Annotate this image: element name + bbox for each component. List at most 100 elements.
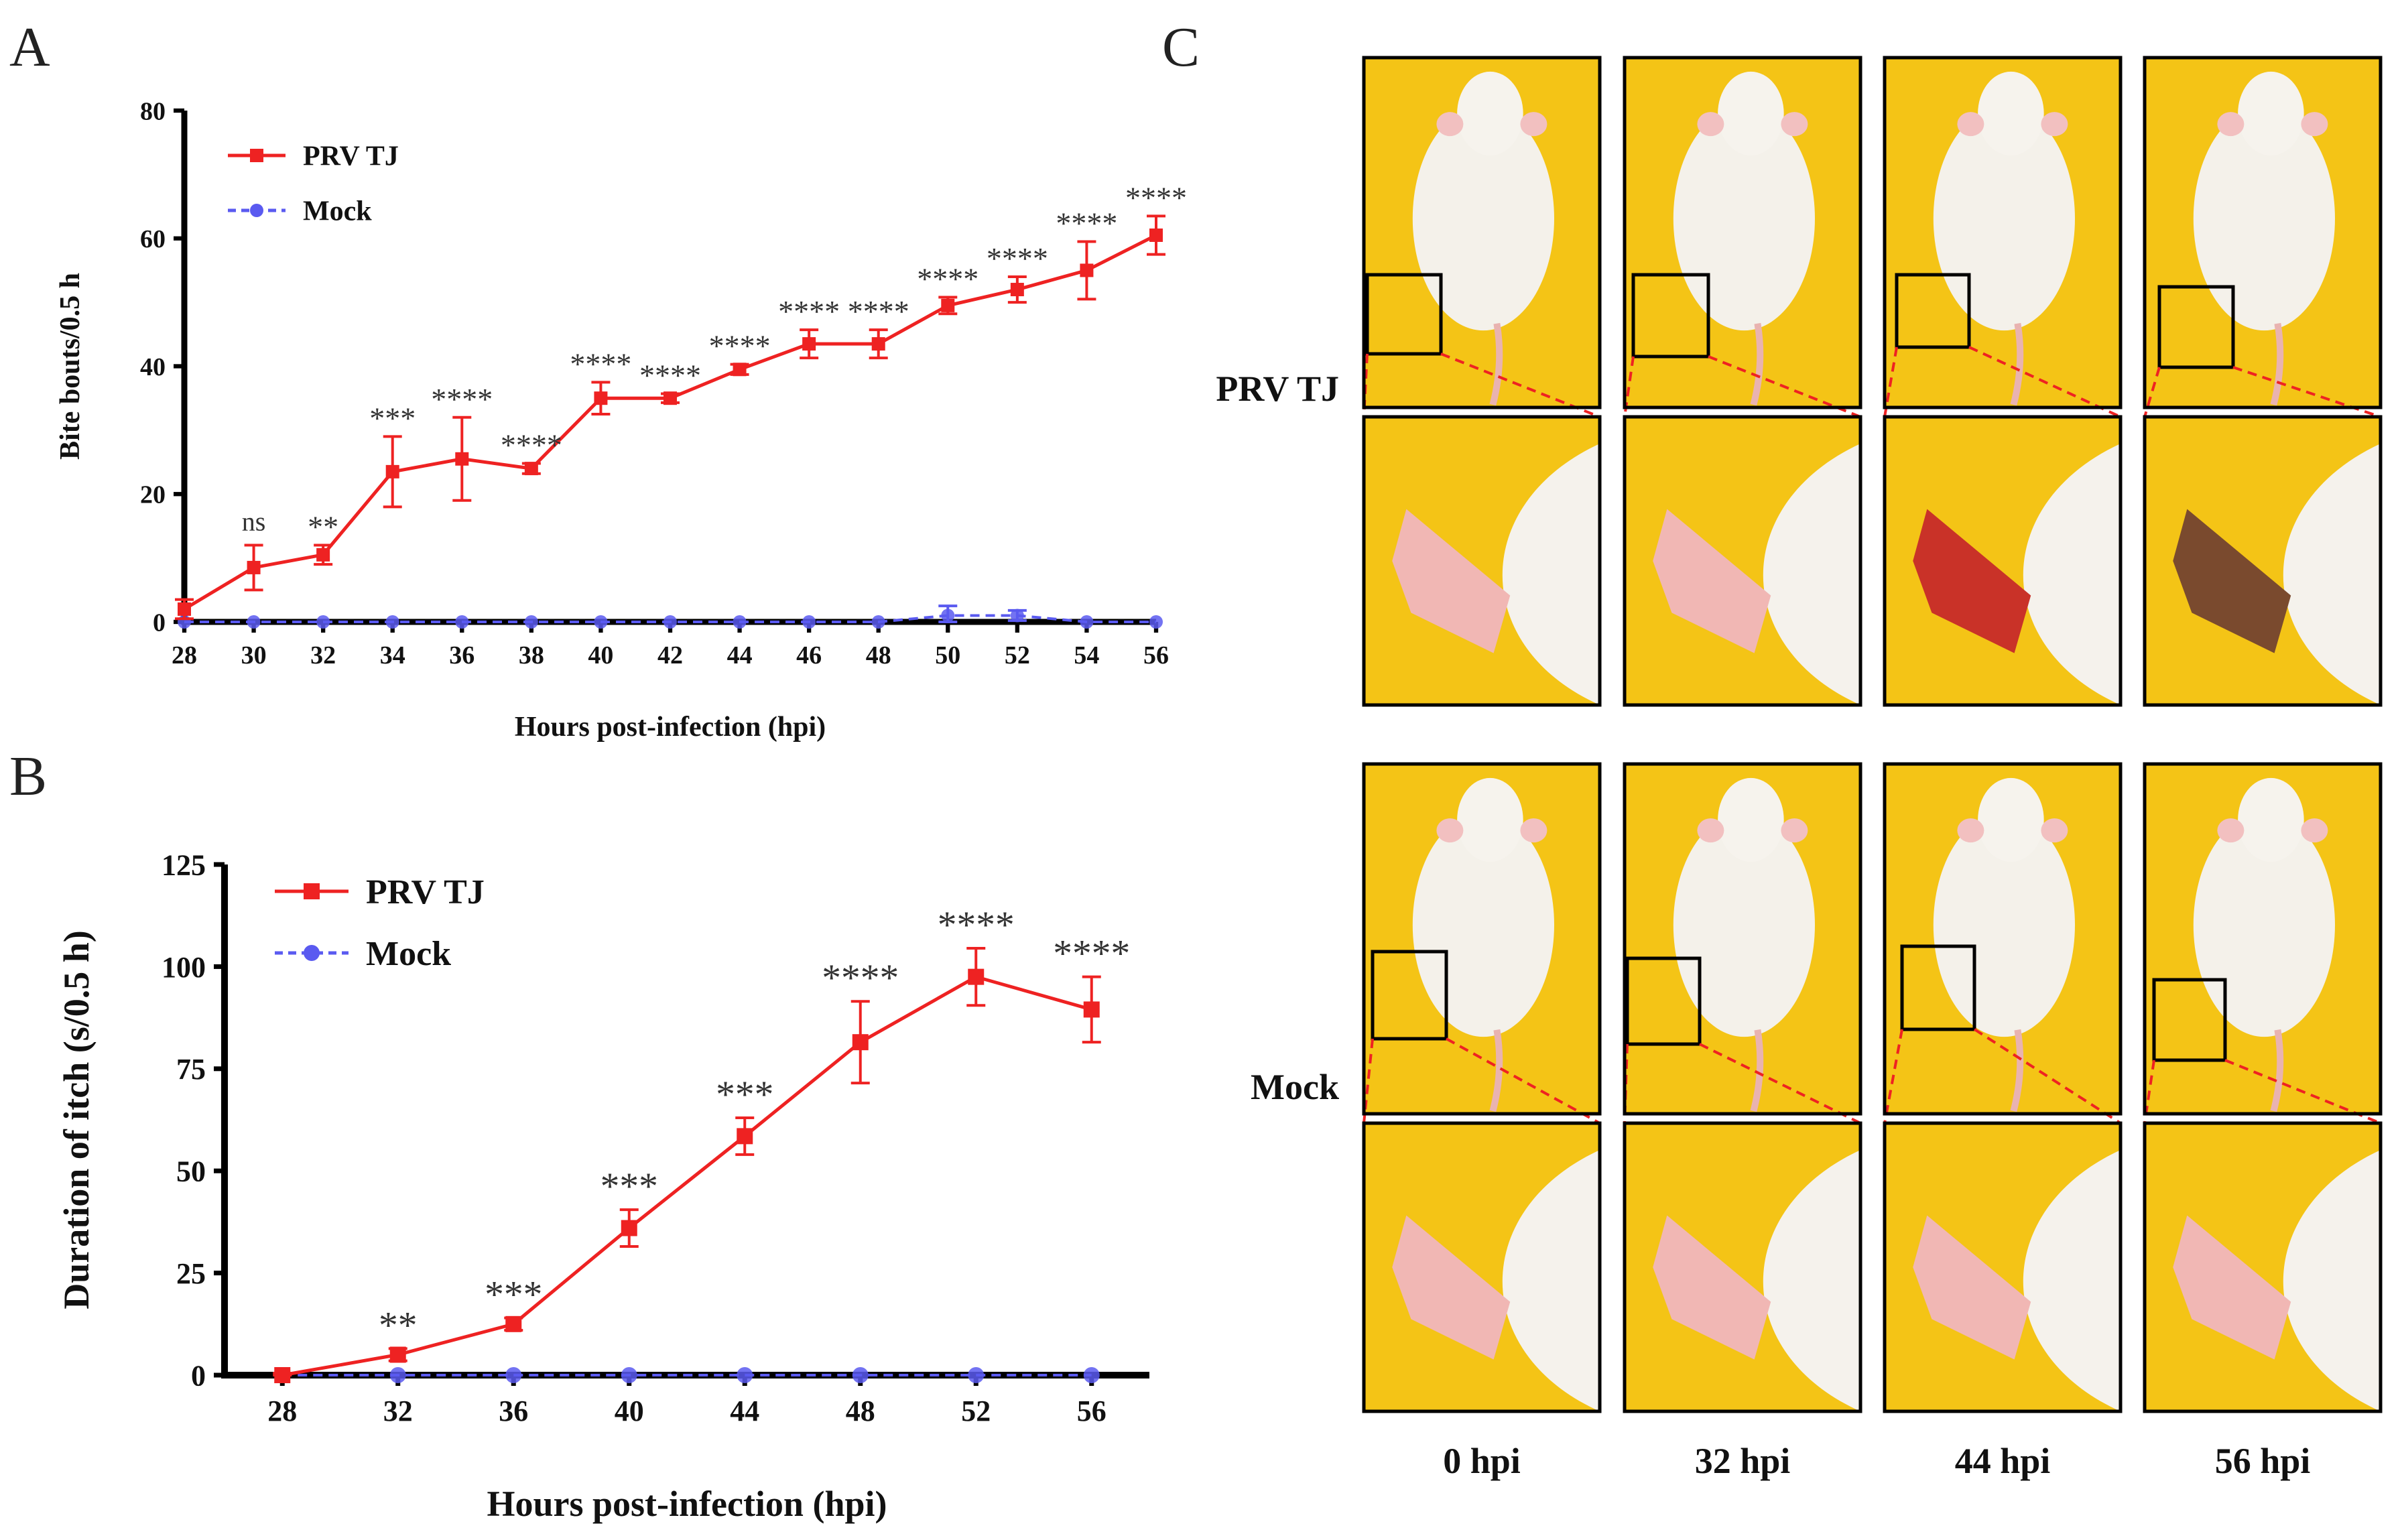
mock-point: [802, 615, 816, 629]
photo-tile: [1362, 762, 1602, 1125]
photo-frame: [1362, 415, 1602, 707]
prv-tj-point: [802, 337, 816, 351]
photo-tile: [1623, 56, 1862, 418]
prv-tj-series-line: [183, 233, 1157, 611]
mock-point: [968, 1367, 985, 1383]
mouse-tail: [2270, 322, 2284, 406]
prv-tj-point: [621, 1220, 637, 1236]
mock-point: [1080, 615, 1094, 629]
column-label: 0 hpi: [1443, 1441, 1521, 1481]
photo-frame: [1623, 56, 1862, 409]
significance-label: **: [308, 510, 338, 544]
photo-tile: [1883, 56, 2123, 418]
prv-tj-point: [385, 464, 399, 478]
photo-frame: [1623, 415, 1862, 707]
prv-tj-point: [247, 560, 261, 574]
photo-tile: [2143, 56, 2383, 418]
photo-frame: [1362, 762, 1602, 1116]
fur-area: [2023, 1150, 2121, 1411]
mouse-body: [1933, 813, 2075, 1037]
x-axis-title: Hours post-infection (hpi): [487, 1484, 887, 1524]
mouse-ear: [2041, 112, 2068, 137]
fur-area: [2023, 444, 2121, 705]
prv-tj-point: [1083, 1001, 1100, 1018]
prv-tj-point: [524, 462, 538, 476]
panel-letter-a: A: [9, 16, 50, 78]
photo-tile: [1623, 762, 1862, 1125]
x-tick-label: 28: [172, 641, 197, 669]
significance-label: ***: [716, 1074, 773, 1116]
mouse-body: [1412, 107, 1554, 331]
zoom-region-box: [1365, 273, 1443, 356]
legend-label: Mock: [303, 196, 372, 227]
prv-tj-point: [1149, 228, 1163, 242]
significance-label: ****: [987, 241, 1048, 275]
zoom-connector-line: [2143, 367, 2161, 418]
x-tick-label: 38: [519, 641, 544, 669]
x-tick-label: 40: [588, 641, 613, 669]
significance-label: ****: [778, 294, 840, 328]
mock-point: [1083, 1367, 1100, 1383]
panel-letter-c: C: [1162, 16, 1200, 78]
legend-marker-prv-tj: [250, 149, 263, 162]
prv-tj-point: [1010, 283, 1024, 297]
paw-shape: [1653, 1215, 1771, 1360]
zoom-region-box: [1371, 950, 1448, 1041]
y-tick-label: 100: [162, 951, 206, 984]
mouse-tail: [2010, 322, 2024, 406]
mouse-head: [2238, 71, 2304, 156]
row-label-prv-tj: PRV TJ: [1216, 369, 1339, 409]
photo-tile: [2143, 762, 2383, 1125]
y-tick-label: 25: [176, 1257, 206, 1290]
paw-shape: [1392, 1215, 1511, 1360]
photo-tile: [1623, 415, 1862, 707]
mouse-ear: [1697, 112, 1724, 137]
mouse-tail: [2270, 1029, 2284, 1112]
prv-tj-point: [733, 363, 747, 377]
mock-point: [941, 608, 955, 623]
significance-label: ns: [242, 507, 266, 537]
mouse-ear: [1697, 818, 1724, 843]
mock-point: [505, 1367, 522, 1383]
fur-area: [2283, 1150, 2381, 1411]
x-tick-label: 48: [866, 641, 891, 669]
mock-point: [455, 615, 469, 629]
x-tick-label: 52: [1005, 641, 1030, 669]
mock-point: [871, 615, 885, 629]
mouse-head: [1457, 777, 1523, 862]
photo-frame: [1362, 1121, 1602, 1413]
significance-label: ***: [369, 401, 416, 435]
y-tick-label: 125: [162, 848, 206, 881]
significance-label: **: [379, 1304, 418, 1346]
mouse-ear: [1781, 818, 1808, 843]
significance-label: ****: [1125, 180, 1187, 214]
x-tick-label: 32: [310, 641, 336, 669]
mouse-tail: [1489, 322, 1503, 406]
photo-tile: [2143, 1121, 2383, 1413]
column-label: 56 hpi: [2215, 1441, 2311, 1481]
paw-shape: [1913, 1215, 2031, 1360]
mock-point: [524, 615, 538, 629]
mouse-body: [2193, 813, 2335, 1037]
photo-frame: [2143, 762, 2383, 1116]
prv-tj-point: [871, 337, 885, 351]
legend-label: Mock: [366, 935, 451, 973]
x-tick-label: 32: [383, 1395, 413, 1427]
mouse-ear: [2301, 818, 2328, 843]
paw-shape: [1392, 509, 1511, 653]
photo-frame: [1883, 762, 2123, 1116]
mock-point: [1149, 615, 1163, 629]
legend-label: PRV TJ: [303, 141, 399, 172]
legend-label: PRV TJ: [366, 873, 485, 911]
significance-label: ***: [600, 1165, 658, 1208]
prv-tj-point: [455, 452, 469, 466]
mouse-ear: [1957, 112, 1984, 137]
photo-frame: [1623, 762, 1862, 1116]
prv-tj-point: [737, 1128, 753, 1145]
photo-frame: [2143, 1121, 2383, 1413]
mouse-ear: [2301, 112, 2328, 137]
legend-marker-mock: [250, 204, 263, 217]
mouse-tail: [1750, 1029, 1764, 1112]
fur-area: [1502, 1150, 1600, 1411]
significance-label: ****: [431, 382, 493, 416]
